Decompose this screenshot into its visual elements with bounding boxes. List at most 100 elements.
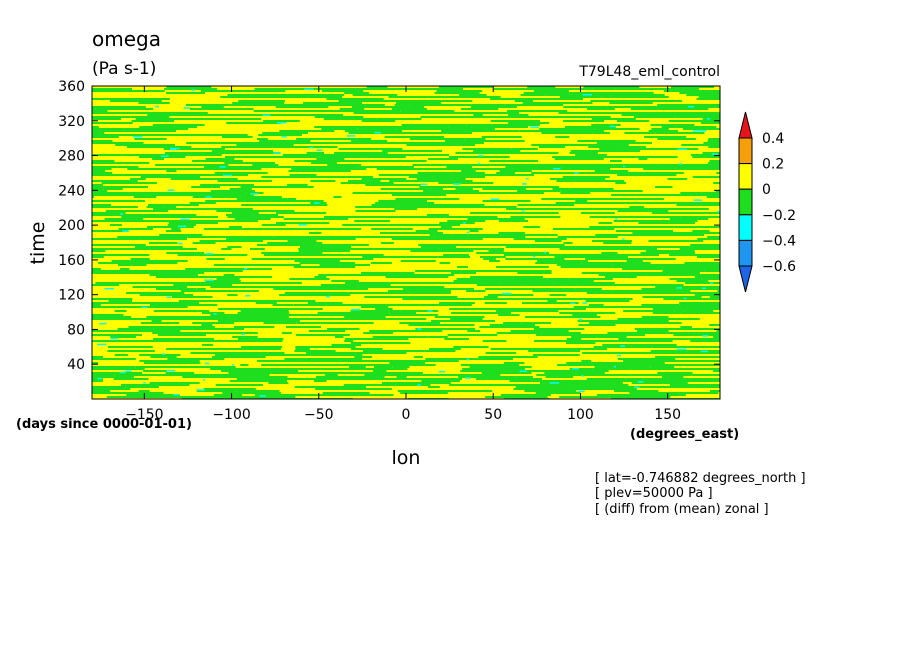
field-streak	[218, 236, 242, 238]
field-streak	[706, 116, 720, 118]
field-streak	[618, 338, 651, 340]
field-streak	[713, 336, 720, 338]
field-streak	[556, 180, 576, 182]
field-streak	[420, 116, 471, 118]
field-streak	[511, 186, 533, 188]
field-streak	[116, 162, 150, 164]
field-streak	[592, 208, 649, 210]
field-streak	[414, 174, 471, 176]
field-streak	[92, 168, 112, 170]
field-streak	[619, 290, 683, 292]
field-streak	[210, 314, 242, 316]
field-streak	[572, 314, 597, 316]
field-streak	[405, 200, 427, 202]
field-streak	[650, 366, 675, 368]
colorbar-swatch	[738, 137, 753, 165]
field-streak	[187, 192, 246, 194]
field-streak	[483, 258, 496, 260]
field-streak	[417, 224, 461, 226]
field-streak	[613, 164, 658, 166]
field-streak	[348, 180, 369, 182]
field-streak	[192, 242, 216, 244]
field-streak	[421, 380, 460, 382]
field-streak	[591, 118, 636, 120]
field-streak	[577, 374, 631, 376]
field-streak	[470, 116, 488, 118]
field-patch-cyan	[613, 365, 617, 368]
field-streak	[365, 156, 406, 158]
field-streak	[473, 114, 483, 116]
field-streak	[93, 356, 104, 358]
field-streak	[392, 366, 410, 368]
field-streak	[255, 302, 277, 304]
field-streak	[192, 134, 248, 136]
x-tick-label: 100	[567, 407, 594, 423]
field-streak	[489, 160, 539, 162]
field-streak	[615, 230, 674, 232]
field-streak	[198, 374, 210, 376]
field-streak	[391, 194, 447, 196]
field-streak	[394, 208, 418, 210]
field-streak	[229, 226, 242, 228]
field-streak	[617, 120, 650, 122]
field-streak	[601, 96, 659, 98]
field-streak	[92, 230, 129, 232]
field-streak	[135, 246, 183, 248]
field-streak	[371, 204, 398, 206]
field-patch-cyan	[304, 88, 314, 91]
field-streak	[571, 386, 611, 388]
field-streak	[210, 286, 239, 288]
field-streak	[185, 104, 231, 106]
field-streak	[682, 290, 691, 292]
field-streak	[242, 210, 295, 212]
field-streak	[298, 248, 316, 250]
field-streak	[393, 292, 410, 294]
field-streak	[436, 90, 483, 92]
field-streak	[125, 236, 188, 238]
field-streak	[575, 154, 607, 156]
field-patch-cyan	[478, 162, 481, 165]
field-streak	[419, 304, 472, 306]
field-streak	[446, 166, 473, 168]
field-streak	[531, 172, 585, 174]
field-streak	[118, 264, 132, 266]
field-streak	[532, 186, 560, 188]
field-streak	[521, 322, 552, 324]
field-streak	[311, 162, 337, 164]
field-streak	[608, 92, 654, 94]
field-streak	[187, 154, 222, 156]
field-streak	[150, 356, 167, 358]
field-streak	[92, 136, 119, 138]
field-streak	[541, 132, 584, 134]
field-streak	[171, 296, 213, 298]
field-streak	[413, 356, 423, 358]
field-streak	[348, 368, 408, 370]
field-streak	[506, 174, 535, 176]
field-streak	[641, 106, 693, 108]
field-streak	[539, 128, 594, 130]
field-streak	[611, 264, 654, 266]
field-streak	[429, 348, 461, 350]
field-streak	[241, 376, 288, 378]
field-streak	[230, 104, 283, 106]
annotation-lat: [ lat=-0.746882 degrees_north ]	[595, 471, 806, 486]
field-streak	[615, 156, 678, 158]
field-streak	[263, 238, 320, 240]
field-streak	[347, 292, 394, 294]
field-streak	[625, 378, 636, 380]
field-streak	[555, 290, 577, 292]
field-streak	[578, 248, 627, 250]
field-patch-cyan	[196, 389, 205, 391]
field-patch-cyan	[170, 148, 176, 151]
field-streak	[362, 256, 407, 258]
field-streak	[703, 142, 716, 144]
field-streak	[354, 254, 384, 256]
field-streak	[675, 232, 720, 234]
field-streak	[473, 168, 513, 170]
field-streak	[275, 106, 289, 108]
heatmap-field	[92, 86, 720, 399]
field-streak	[460, 108, 499, 110]
field-streak	[438, 128, 487, 130]
field-streak	[139, 294, 194, 296]
field-streak	[346, 376, 385, 378]
